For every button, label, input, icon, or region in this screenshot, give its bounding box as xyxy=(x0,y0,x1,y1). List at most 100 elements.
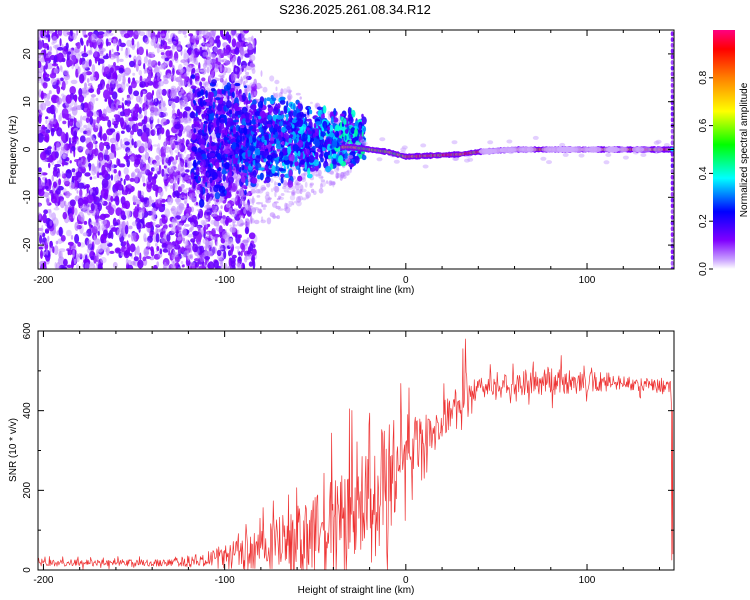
heatmap-cell xyxy=(123,178,126,186)
heatmap-cell xyxy=(86,239,92,249)
heatmap-cell xyxy=(162,100,166,108)
heatmap-cell xyxy=(94,238,101,245)
heatmap-cell xyxy=(159,231,164,239)
heatmap-cell xyxy=(300,151,304,159)
heatmap-cell xyxy=(241,65,247,69)
heatmap-cell xyxy=(160,64,164,68)
heatmap-cell xyxy=(202,51,208,57)
heatmap-cell xyxy=(226,82,232,91)
heatmap-cell xyxy=(211,171,218,180)
heatmap-cell xyxy=(245,71,250,76)
heatmap-cell xyxy=(200,227,204,231)
heatmap-cell xyxy=(45,119,48,124)
heatmap-cell xyxy=(89,75,94,81)
heatmap-cell xyxy=(328,132,335,138)
heatmap-cell xyxy=(55,262,61,269)
heatmap-cell xyxy=(140,143,145,153)
heatmap-cell xyxy=(237,264,243,269)
heatmap-cell xyxy=(158,112,161,117)
heatmap-cell xyxy=(138,209,145,219)
heatmap-cell xyxy=(215,97,221,101)
heatmap-cell xyxy=(55,141,61,152)
heatmap-cell xyxy=(179,72,182,78)
heatmap-cell xyxy=(52,187,56,192)
heatmap-cell xyxy=(332,117,339,123)
heatmap-cell xyxy=(96,116,100,124)
heatmap-cell xyxy=(155,233,160,243)
heatmap-cell xyxy=(151,176,157,186)
heatmap-cell xyxy=(159,248,163,255)
heatmap-cell xyxy=(297,102,301,110)
heatmap-cell xyxy=(155,187,158,198)
heatmap-cell xyxy=(287,93,293,101)
heatmap-cell xyxy=(234,47,240,55)
heatmap-cell xyxy=(126,183,132,188)
heatmap-cell xyxy=(103,89,110,100)
heatmap-cell xyxy=(61,266,68,269)
heatmap-cell xyxy=(221,93,224,98)
heatmap-cell xyxy=(134,160,141,165)
heatmap-cell xyxy=(126,83,129,87)
heatmap-cell xyxy=(289,160,293,168)
heatmap-cell xyxy=(184,223,190,227)
heatmap-cell xyxy=(173,119,180,122)
heatmap-cell xyxy=(145,222,153,229)
heatmap-cell xyxy=(104,98,108,102)
heatmap-cell xyxy=(250,145,256,151)
heatmap-cell xyxy=(90,224,93,228)
heatmap-cell xyxy=(93,166,100,174)
heatmap-cell xyxy=(137,122,143,127)
heatmap-cell xyxy=(40,102,47,111)
heatmap-cell xyxy=(186,203,190,209)
heatmap-cell xyxy=(204,128,207,134)
heatmap-cell xyxy=(52,117,57,125)
heatmap-cell xyxy=(184,72,188,77)
heatmap-cell xyxy=(185,187,191,191)
heatmap-cell xyxy=(108,32,114,36)
heatmap-cell xyxy=(131,172,135,178)
heatmap-cell xyxy=(180,246,185,254)
heatmap-cell xyxy=(253,207,259,211)
heatmap-cell xyxy=(232,126,237,136)
heatmap-cell xyxy=(288,137,293,144)
heatmap-cell xyxy=(320,146,323,154)
heatmap-cell xyxy=(318,188,324,194)
heatmap-cell xyxy=(206,205,213,209)
heatmap-cell xyxy=(286,125,291,131)
heatmap-cell xyxy=(148,70,152,81)
heatmap-cell xyxy=(146,137,149,144)
heatmap-cell xyxy=(216,103,223,112)
heatmap-cell xyxy=(256,128,260,133)
heatmap-cell xyxy=(188,93,193,97)
heatmap-cell xyxy=(243,208,247,215)
heatmap-cell xyxy=(270,188,274,193)
heatmap-cell xyxy=(214,63,217,66)
heatmap-cell xyxy=(205,64,210,67)
heatmap-cell xyxy=(170,143,176,149)
heatmap-cell xyxy=(94,144,98,149)
heatmap-cell xyxy=(213,228,217,231)
heatmap-cell xyxy=(98,225,101,233)
heatmap-cell xyxy=(120,117,124,128)
heatmap-cell xyxy=(58,178,62,186)
heatmap-cell xyxy=(187,144,191,147)
heatmap-cell xyxy=(133,210,139,218)
heatmap-cell xyxy=(248,135,253,144)
heatmap-cell xyxy=(66,169,72,174)
heatmap-cell xyxy=(59,65,63,71)
heatmap-cell xyxy=(322,105,327,114)
heatmap-cell xyxy=(297,139,303,148)
heatmap-cell xyxy=(281,126,286,133)
heatmap-cell xyxy=(108,152,116,160)
heatmap-cell xyxy=(206,231,210,239)
heatmap-cell xyxy=(220,205,223,210)
heatmap-cell xyxy=(79,37,84,44)
heatmap-cell xyxy=(127,234,131,238)
heatmap-cell xyxy=(205,32,211,41)
heatmap-cell xyxy=(171,266,177,269)
heatmap-cell xyxy=(114,195,120,202)
heatmap-cell xyxy=(103,229,108,237)
heatmap-cell xyxy=(185,213,190,219)
heatmap-cell xyxy=(205,90,209,99)
